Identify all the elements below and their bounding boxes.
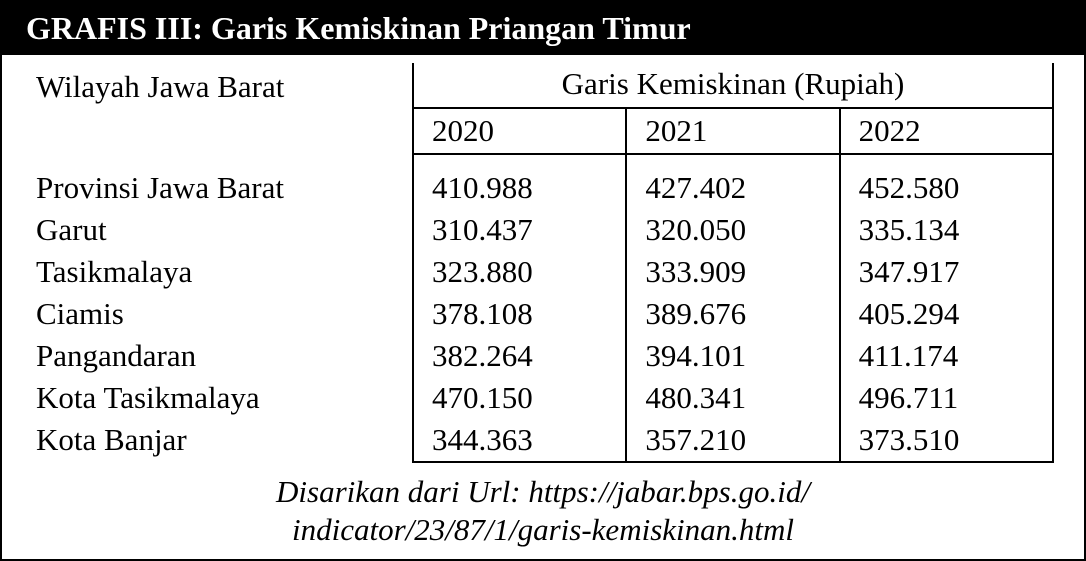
region-cell: Provinsi Jawa Barat [32,167,412,209]
data-cell: 411.174 [839,335,1052,377]
data-cell: 323.880 [414,251,625,293]
data-cell: 496.711 [839,377,1052,419]
data-columns: Garis Kemiskinan (Rupiah) 2020 2021 2022… [412,63,1054,463]
data-cell: 480.341 [625,377,838,419]
data-cell: 389.676 [625,293,838,335]
table-row: 410.988 427.402 452.580 [414,167,1054,209]
year-header: 2022 [839,109,1052,153]
data-cell: 394.101 [625,335,838,377]
data-cell: 310.437 [414,209,625,251]
table-row: 470.150 480.341 496.711 [414,377,1054,419]
data-cell: 382.264 [414,335,625,377]
region-cell: Tasikmalaya [32,251,412,293]
data-cell: 470.150 [414,377,625,419]
data-cell: 357.210 [625,419,838,461]
source-citation: Disarikan dari Url: https://jabar.bps.go… [32,463,1054,549]
table-row: 382.264 394.101 411.174 [414,335,1054,377]
region-cell: Garut [32,209,412,251]
table-row: 323.880 333.909 347.917 [414,251,1054,293]
data-cell: 320.050 [625,209,838,251]
row-gap [414,155,1054,167]
data-cell: 452.580 [839,167,1052,209]
content-area: Wilayah Jawa Barat Provinsi Jawa Barat G… [2,55,1084,561]
data-cell: 344.363 [414,419,625,461]
table-container: GRAFIS III: Garis Kemiskinan Priangan Ti… [0,0,1086,561]
title-bar: GRAFIS III: Garis Kemiskinan Priangan Ti… [2,2,1084,55]
region-cell: Pangandaran [32,335,412,377]
region-subheader-spacer [32,109,412,155]
year-header-row: 2020 2021 2022 [414,109,1054,155]
data-cell: 427.402 [625,167,838,209]
table-row: 378.108 389.676 405.294 [414,293,1054,335]
region-cell: Kota Banjar [32,419,412,461]
region-header: Wilayah Jawa Barat [32,63,412,109]
year-header: 2021 [625,109,838,153]
data-cell: 378.108 [414,293,625,335]
source-line: indicator/23/87/1/garis-kemiskinan.html [52,511,1034,549]
row-gap [32,155,412,167]
data-cell: 347.917 [839,251,1052,293]
data-cell: 410.988 [414,167,625,209]
region-column: Wilayah Jawa Barat Provinsi Jawa Barat G… [32,63,412,463]
region-cell: Kota Tasikmalaya [32,377,412,419]
data-cell: 335.134 [839,209,1052,251]
source-line: Disarikan dari Url: https://jabar.bps.go… [52,473,1034,511]
year-header: 2020 [414,109,625,153]
region-cell: Ciamis [32,293,412,335]
data-cell: 373.510 [839,419,1052,461]
table: Wilayah Jawa Barat Provinsi Jawa Barat G… [32,63,1054,463]
data-cell: 405.294 [839,293,1052,335]
data-cell: 333.909 [625,251,838,293]
value-header: Garis Kemiskinan (Rupiah) [414,63,1054,109]
table-row: 310.437 320.050 335.134 [414,209,1054,251]
table-row: 344.363 357.210 373.510 [414,419,1054,463]
